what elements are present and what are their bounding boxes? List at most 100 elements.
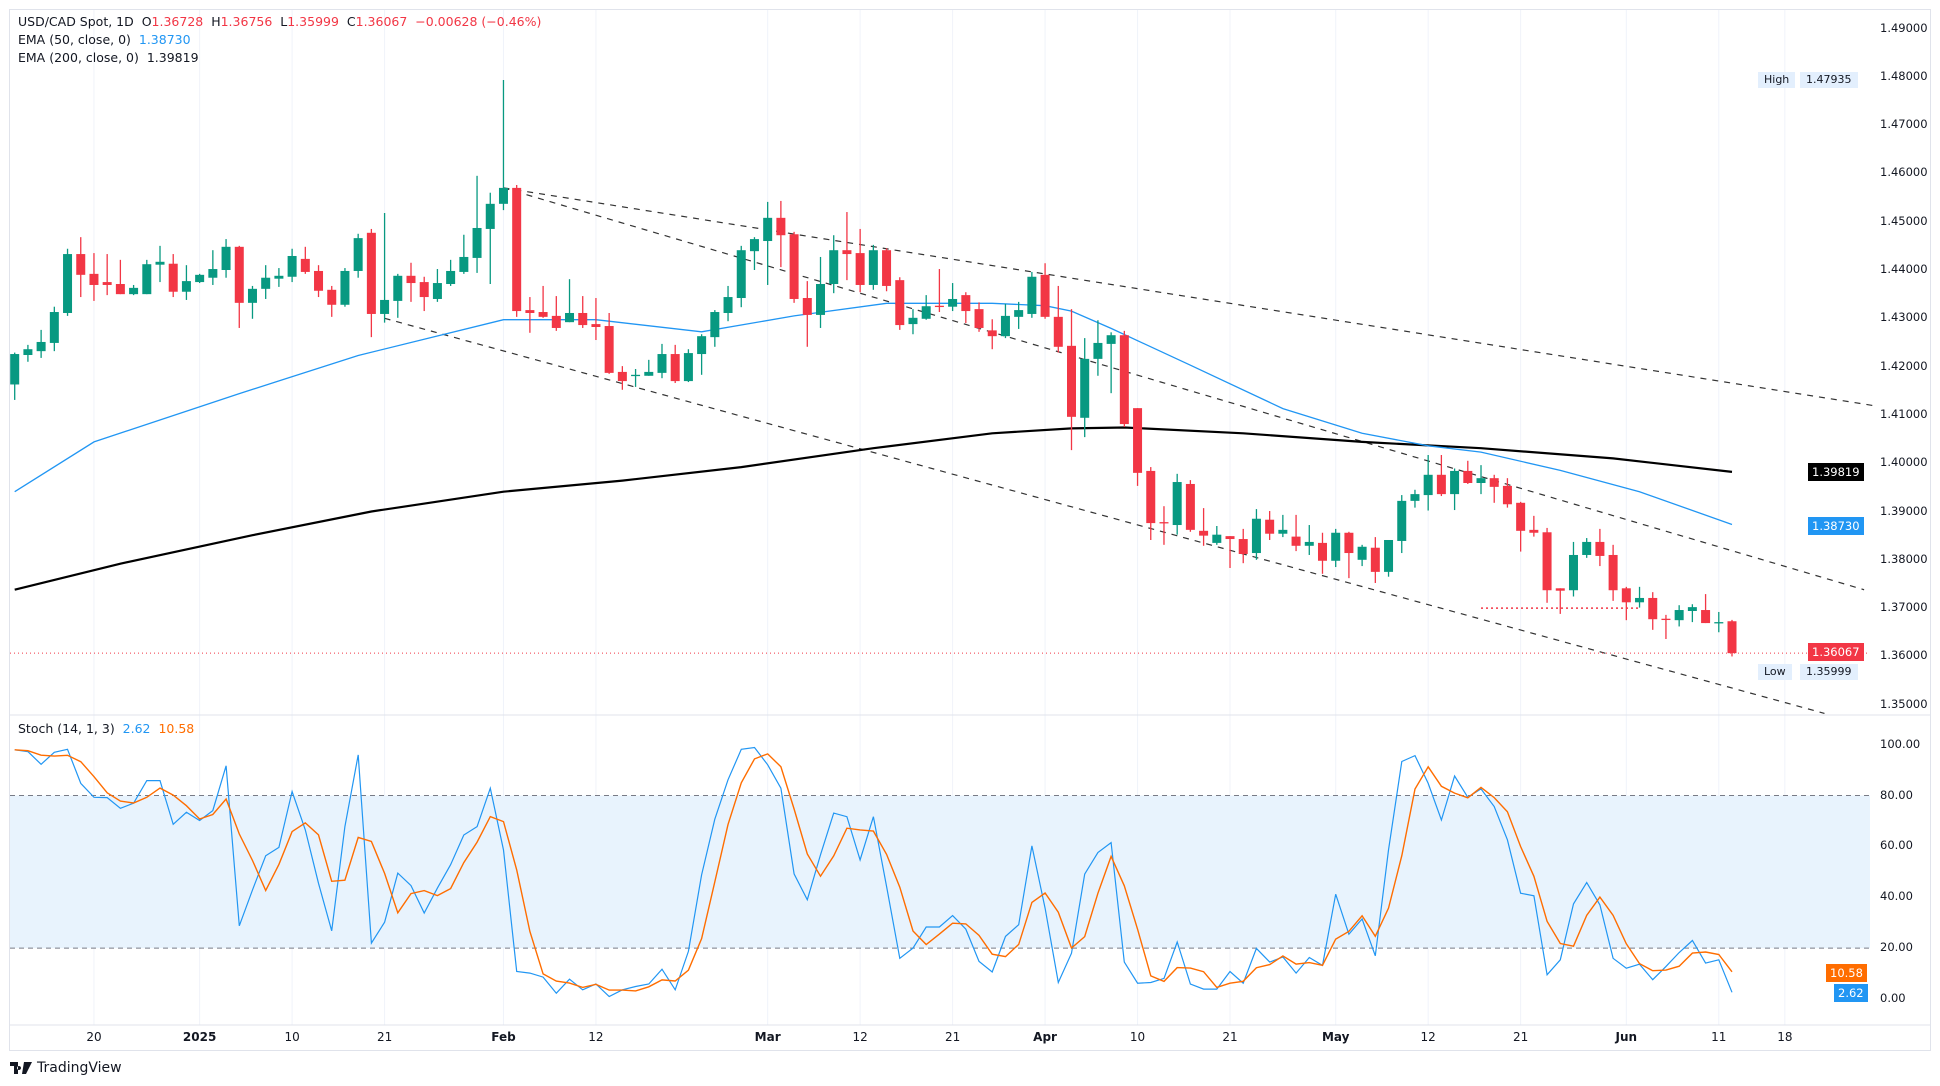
candle <box>1185 480 1195 532</box>
candle-body <box>1199 530 1209 536</box>
candle-body <box>816 284 826 315</box>
stoch-k-line <box>14 746 1733 998</box>
ema50-price-badge: 1.38730 <box>1808 517 1864 535</box>
candle-body <box>485 203 495 229</box>
ema50-legend[interactable]: EMA (50, close, 0) 1.38730 <box>18 31 191 49</box>
candle <box>644 359 654 376</box>
time-tick-label: 10 <box>1129 1030 1146 1044</box>
stoch-tick-label: 80.00 <box>1880 787 1913 802</box>
candle-body <box>565 312 575 323</box>
candle <box>247 285 257 319</box>
candle <box>498 79 508 211</box>
candle <box>1701 594 1711 624</box>
ema200-legend[interactable]: EMA (200, close, 0) 1.39819 <box>18 49 199 67</box>
stoch-legend[interactable]: Stoch (14, 1, 3) 2.62 10.58 <box>18 720 194 738</box>
candle-body <box>1450 470 1460 495</box>
low-marker-label: Low <box>1758 664 1792 680</box>
tradingview-logo[interactable]: TradingView <box>10 1060 122 1076</box>
ema200-value: 1.39819 <box>146 50 199 65</box>
candle-body <box>1278 529 1288 534</box>
time-tick-label: 2025 <box>182 1030 217 1044</box>
candle <box>749 237 759 270</box>
high-value: 1.36756 <box>220 14 273 29</box>
candle <box>142 259 152 295</box>
candle-body <box>961 295 971 312</box>
candle-body <box>406 275 416 284</box>
candle-body <box>300 258 310 272</box>
candle-body <box>102 282 112 285</box>
candle-body <box>802 298 812 315</box>
price-tick-label: 1.41000 <box>1880 406 1928 421</box>
candle <box>10 352 20 400</box>
candle <box>1119 330 1129 427</box>
time-tick-label: 12 <box>852 1030 868 1044</box>
candle <box>565 279 575 323</box>
candle-body <box>1661 618 1671 621</box>
price-tick-label: 1.39000 <box>1880 503 1928 518</box>
candle <box>155 245 165 283</box>
candle <box>512 184 522 317</box>
price-tick-label: 1.35000 <box>1880 696 1928 711</box>
candle-body <box>882 250 892 286</box>
candle-body <box>221 246 231 270</box>
candle <box>432 269 442 302</box>
candle-body <box>749 239 759 252</box>
candle-body <box>472 227 482 258</box>
candle-body <box>155 261 165 265</box>
candle-body <box>63 254 73 313</box>
candle <box>538 285 548 318</box>
candle <box>129 284 139 296</box>
candle-body <box>1238 539 1248 555</box>
stoch-tick-label: 20.00 <box>1880 940 1913 955</box>
candle-body <box>261 277 271 289</box>
candle-body <box>327 289 337 305</box>
candle-body <box>908 317 918 325</box>
ema200-label: EMA (200, close, 0) <box>18 50 139 65</box>
candle-body <box>314 270 324 291</box>
candle <box>1172 473 1182 535</box>
candle <box>274 268 284 287</box>
candle-body <box>76 254 86 275</box>
candle-body <box>578 312 588 326</box>
candle-body <box>1674 610 1684 621</box>
candle-body <box>10 354 20 385</box>
candle <box>115 259 125 295</box>
candle-body <box>1040 274 1050 317</box>
candle <box>1159 506 1169 545</box>
candle-body <box>234 246 244 303</box>
price-tick-label: 1.37000 <box>1880 600 1928 615</box>
candle-body <box>1053 316 1063 347</box>
stoch-tick-label: 40.00 <box>1880 889 1913 904</box>
candle-body <box>644 371 654 376</box>
candle-body <box>1225 536 1235 540</box>
candle <box>366 228 376 338</box>
candle <box>1251 509 1261 560</box>
candle <box>1595 528 1605 567</box>
candle <box>1727 619 1737 657</box>
candle <box>604 312 614 374</box>
candle <box>1238 528 1248 564</box>
candle <box>1199 508 1209 546</box>
time-tick-label: Feb <box>491 1030 516 1044</box>
candle-body <box>1093 342 1103 359</box>
candle-body <box>1608 554 1618 591</box>
candle <box>1635 586 1645 608</box>
candle <box>208 250 218 285</box>
price-tick-label: 1.43000 <box>1880 310 1928 325</box>
candle-body <box>1568 554 1578 591</box>
candle-body <box>446 270 456 285</box>
candle-body <box>512 187 522 312</box>
candle-body <box>987 330 997 337</box>
candle-body <box>1027 276 1037 314</box>
candle <box>472 175 482 273</box>
candle-body <box>631 374 641 377</box>
candle <box>327 285 337 317</box>
candle <box>49 306 59 352</box>
candle <box>1357 544 1367 567</box>
candle-body <box>353 238 363 271</box>
candle-body <box>551 315 561 328</box>
candle <box>1410 489 1420 508</box>
candle <box>1489 474 1499 503</box>
price-tick-label: 1.48000 <box>1880 68 1928 83</box>
